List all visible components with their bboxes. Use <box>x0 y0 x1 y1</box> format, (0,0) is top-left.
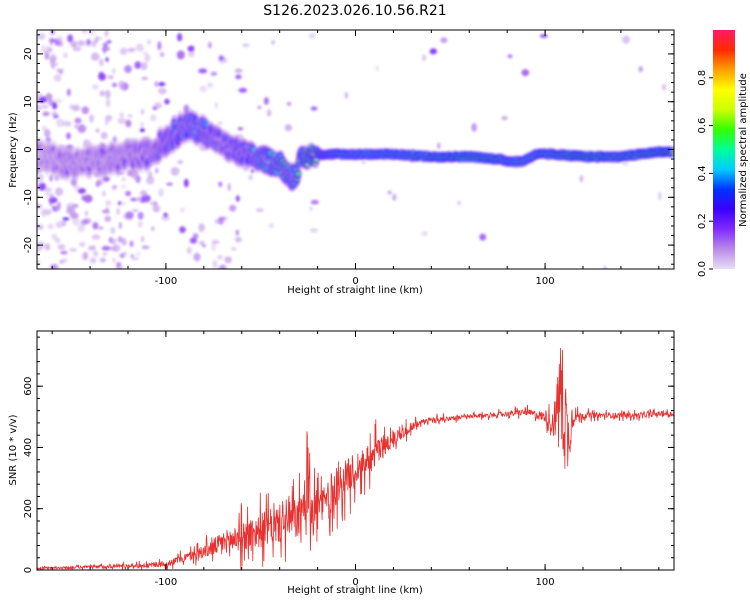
colorbar-ticks: 0.0 0.2 0.4 0.6 0.8 <box>697 70 713 277</box>
spectrogram-y-tick-label: 20 <box>23 48 34 61</box>
spectrogram-y-tick-label: -20 <box>23 237 34 253</box>
colorbar-tick-label: 0.8 <box>697 70 708 86</box>
spectrogram-x-tick-label: 0 <box>352 276 358 287</box>
snr-y-tick-label: 200 <box>23 499 34 518</box>
figure-title: S126.2023.026.10.56.R21 <box>263 3 446 19</box>
snr-y-label: SNR (10 * v/v) <box>8 414 19 485</box>
spectrogram-y-tick-label: -10 <box>23 189 34 205</box>
snr-y-tick-label: 600 <box>23 377 34 396</box>
colorbar-label: Normalized spectral amplitude <box>738 73 749 227</box>
colorbar: 0.0 0.2 0.4 0.6 0.8 Normalized spectral ampl… <box>697 30 749 277</box>
colorbar-gradient <box>713 30 735 269</box>
snr-x-tick-label: 0 <box>352 577 358 588</box>
snr-x-label: Height of straight line (km) <box>287 585 423 596</box>
snr-x-axis: -100 0 100 <box>51 331 660 588</box>
spectrogram-y-label: Frequency (Hz) <box>8 112 19 188</box>
spectrogram-y-tick-label: 10 <box>23 95 34 108</box>
snr-x-tick-label: -100 <box>155 577 178 588</box>
colorbar-tick-label: 0.4 <box>697 165 708 181</box>
colorbar-tick-label: 0.2 <box>697 213 708 229</box>
snr-panel: -100 0 100 0 200 400 600 Height of straight l… <box>8 330 675 596</box>
snr-y-axis: 0 200 400 600 <box>23 336 674 573</box>
snr-y-tick-label: 0 <box>23 567 34 573</box>
colorbar-tick-label: 0.0 <box>697 261 708 277</box>
snr-series-line <box>37 347 674 570</box>
colorbar-tick-label: 0.6 <box>697 118 708 134</box>
snr-y-tick-label: 400 <box>23 438 34 457</box>
spectrogram-x-tick-label: -100 <box>155 276 178 287</box>
snr-x-tick-label: 100 <box>536 577 555 588</box>
spectrogram-x-tick-label: 100 <box>536 276 555 287</box>
spectrogram-y-axis: -20 -10 0 10 20 <box>23 34 674 265</box>
spectrogram-image <box>37 30 674 269</box>
spectrogram-x-axis: -100 0 100 <box>51 30 660 287</box>
spectrogram-x-label: Height of straight line (km) <box>287 285 423 296</box>
spectrogram-y-tick-label: 0 <box>23 146 34 152</box>
